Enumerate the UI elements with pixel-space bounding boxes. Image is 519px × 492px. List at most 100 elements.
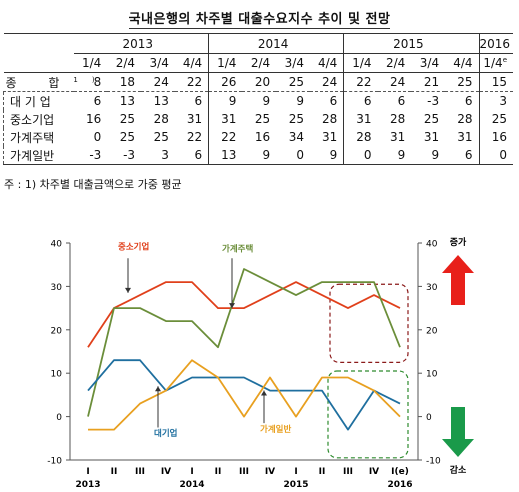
series-label: 가계주택 — [222, 244, 253, 255]
down-label: 감소 — [450, 464, 467, 476]
table-row: 종 합1) 8 18 24 22 26 20 25 24 22 24 21 25 15 — [3, 72, 513, 92]
table-cell: 25 — [119, 130, 136, 144]
highlight-box-lower — [327, 370, 409, 459]
table-cell: 31 — [208, 110, 243, 128]
table-cell: 0 — [276, 146, 310, 165]
x-tick-label: III — [343, 467, 353, 477]
table-cell: 24 — [141, 72, 175, 92]
table-cell: 8 — [73, 72, 108, 92]
year-header: 2014 — [208, 33, 344, 54]
table-row: 가계일반 -3 -3 3 6 13 9 0 9 0 9 9 6 0 — [3, 146, 513, 165]
table-cell: 9 — [296, 94, 304, 108]
table-cell: 26 — [208, 72, 243, 92]
quarter-header: 4/4 — [174, 53, 209, 73]
table-cell: 9 — [208, 91, 243, 110]
table-cell: 9 — [262, 94, 271, 108]
corner-cell — [3, 33, 74, 54]
quarter-header: 4/4 — [309, 53, 344, 73]
table-cell: 31 — [343, 110, 378, 128]
y-tick-label-right: 30 — [426, 283, 438, 293]
table-cell: 20 — [242, 72, 277, 92]
x-tick-label: I(e) — [391, 467, 409, 477]
table-cell: 25 — [445, 72, 479, 92]
table-cell: 6 — [445, 146, 479, 165]
table-cell: 24 — [377, 72, 412, 92]
y-tick-label-left: 40 — [51, 240, 63, 250]
quarter-header: 2/4 — [377, 53, 412, 73]
x-tick-label: II — [215, 467, 222, 477]
label-pointer-head — [155, 386, 161, 392]
x-tick-label: I — [294, 467, 297, 477]
table-cell: 25 — [288, 112, 304, 126]
quarter-header-row: 1/4 2/4 3/4 4/4 1/4 2/4 3/4 4/4 1/4 2/4 3/4 4/4 1/4e — [3, 53, 513, 73]
label-pointer-head — [125, 287, 131, 293]
forecast-mark: e — [502, 56, 507, 64]
table-cell: 15 — [478, 72, 513, 92]
label-pointer-head — [229, 303, 235, 309]
table-cell: 6 — [464, 94, 473, 108]
table-cell: 0 — [343, 146, 378, 165]
down-arrow-icon — [442, 407, 474, 457]
table-cell: 28 — [390, 112, 406, 126]
table-cell: 13 — [208, 146, 243, 165]
x-tick-label: I — [190, 467, 193, 477]
table-cell: 25 — [254, 112, 271, 126]
y-tick-label-right: -10 — [426, 457, 441, 467]
table-cell: 28 — [457, 112, 473, 126]
table-cell: 25 — [423, 112, 440, 126]
x-tick-label: III — [239, 467, 249, 477]
table-cell: 9 — [377, 146, 412, 165]
quarter-header: 2/4 — [242, 53, 277, 73]
table-row: 가계주택 0 25 25 22 22 16 34 31 28 31 31 31 16 — [3, 128, 513, 146]
quarter-header: 1/4 — [208, 53, 243, 73]
table-cell: 31 — [186, 112, 203, 126]
series-label: 가계일반 — [260, 424, 291, 435]
table-cell: 18 — [107, 72, 142, 92]
table-cell: 25 — [119, 112, 136, 126]
year-label: 2015 — [283, 480, 308, 490]
table-cell: 25 — [478, 110, 513, 128]
table-cell: 25 — [276, 72, 310, 92]
table-cell: 22 — [208, 128, 243, 146]
series-line — [87, 268, 401, 417]
table-cell: 16 — [478, 128, 513, 146]
table-cell: 0 — [93, 130, 102, 144]
row-label: 대 기 업 — [3, 91, 74, 110]
footnote-mark: 1) — [73, 75, 109, 84]
quarter-header: 4/4 — [445, 53, 479, 73]
up-label: 증가 — [450, 236, 467, 248]
table-cell: 31 — [423, 130, 440, 144]
row-label: 가계주택 — [3, 128, 74, 146]
quarter-header: 3/4 — [141, 53, 175, 73]
x-tick-label: I — [86, 467, 89, 477]
table-cell: 31 — [390, 130, 406, 144]
y-tick-label-right: 10 — [426, 370, 438, 380]
highlight-box-upper — [329, 283, 409, 363]
table-cell: -3 — [73, 146, 108, 165]
year-header: 2015 — [343, 33, 479, 54]
table-cell: 6 — [329, 94, 338, 108]
title-text: 국내은행의 차주별 대출수요지수 추이 및 전망 — [128, 12, 391, 29]
table-row: 중소기업 16 25 28 31 31 25 25 28 31 28 25 28 25 — [3, 110, 513, 128]
x-tick-label: II — [319, 467, 326, 477]
table-cell: 6 — [93, 94, 102, 108]
table-cell: -3 — [107, 146, 142, 165]
table-cell: 6 — [174, 146, 209, 165]
quarter-header: 3/4 — [411, 53, 446, 73]
series-line — [88, 359, 401, 431]
page-title: 국내은행의 차주별 대출수요지수 추이 및 전망 — [0, 8, 519, 29]
table-cell: 3 — [141, 146, 175, 165]
table-cell: 31 — [321, 130, 338, 144]
table-cell: 9 — [242, 146, 277, 165]
table-cell: 28 — [343, 128, 378, 146]
data-table: 2013 2014 2015 2016 1/4 2/4 3/4 4/4 1/4 2/4 3/4 4/4… — [3, 33, 513, 165]
series-label: 중소기업 — [118, 242, 149, 253]
table-cell: 16 — [254, 130, 271, 144]
quarter-header: 1/4 — [73, 53, 108, 73]
quarter-header: 2/4 — [107, 53, 142, 73]
table-cell: 28 — [153, 112, 169, 126]
y-tick-label-left: 0 — [56, 413, 62, 423]
corner-cell — [3, 53, 74, 73]
row-label: 중소기업 — [3, 110, 74, 128]
